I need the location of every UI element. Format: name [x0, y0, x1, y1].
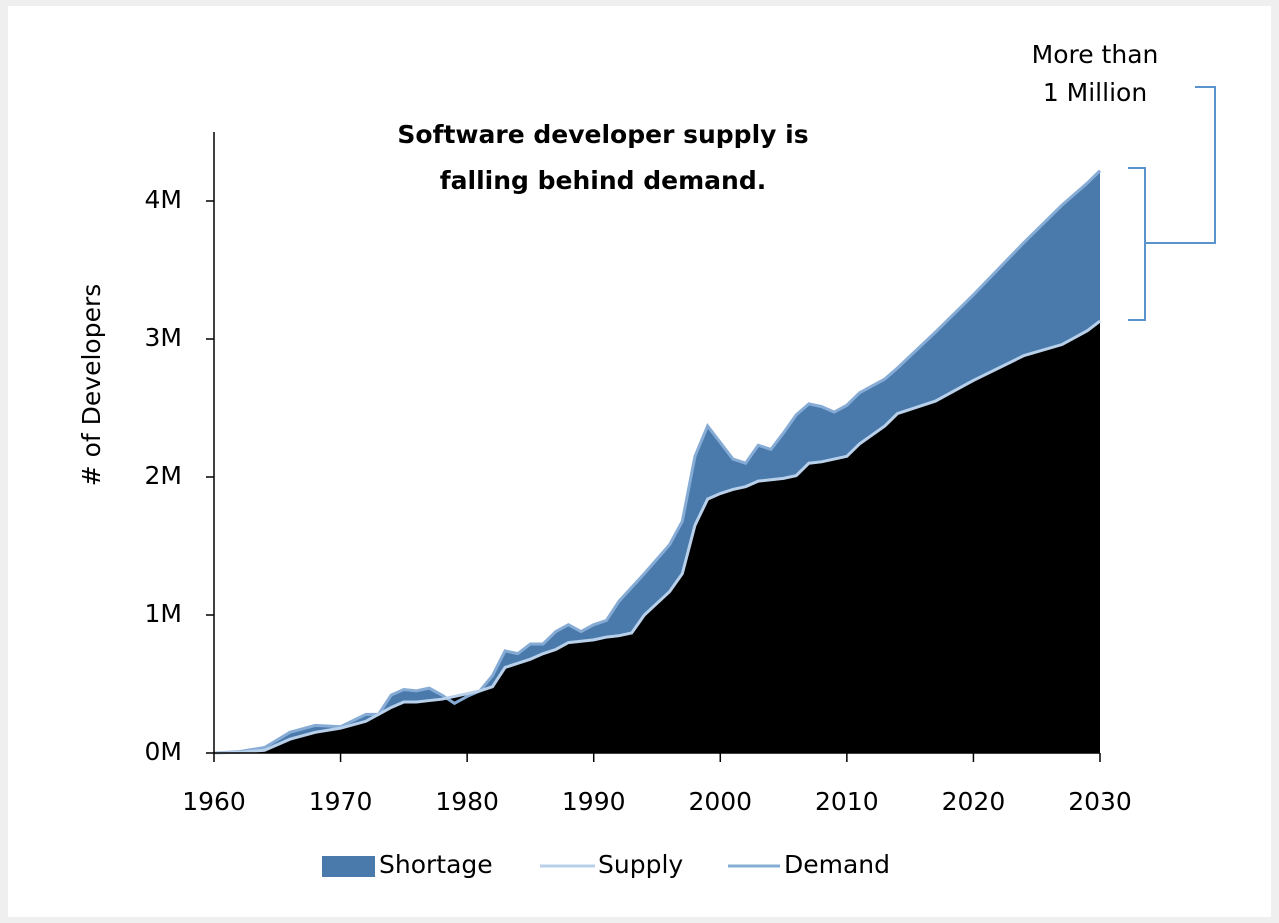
y-tick-label: 0M — [145, 737, 182, 766]
y-axis-label: # of Developers — [77, 284, 106, 487]
chart-title: falling behind demand. — [440, 166, 766, 195]
bracket — [1128, 86, 1216, 321]
annotation: 1 Million — [1043, 78, 1147, 107]
x-tick-label: 2020 — [942, 787, 1006, 816]
y-tick-label: 1M — [145, 599, 182, 628]
demand-line — [213, 169, 1102, 755]
x-tick-label: 1990 — [562, 787, 626, 816]
annotation: More than — [1032, 40, 1159, 69]
x-tick-label: 1970 — [309, 787, 373, 816]
y-tick-label: 4M — [145, 185, 182, 214]
x-tick-label: 1980 — [435, 787, 499, 816]
chart-title: Software developer supply is — [397, 120, 808, 149]
x-tick-label: 2010 — [815, 787, 879, 816]
supply-line — [213, 319, 1101, 755]
y-tick-label: 3M — [145, 323, 182, 352]
y-tick-label: 2M — [145, 461, 182, 490]
legend-label: Shortage — [379, 850, 493, 879]
supply-area — [214, 321, 1100, 753]
x-tick-label: 2030 — [1068, 787, 1132, 816]
legend-swatch — [322, 856, 375, 877]
legend-label: Supply — [598, 850, 683, 879]
x-tick-label: 1960 — [182, 787, 246, 816]
x-tick-label: 2000 — [688, 787, 752, 816]
legend-label: Demand — [784, 850, 890, 879]
